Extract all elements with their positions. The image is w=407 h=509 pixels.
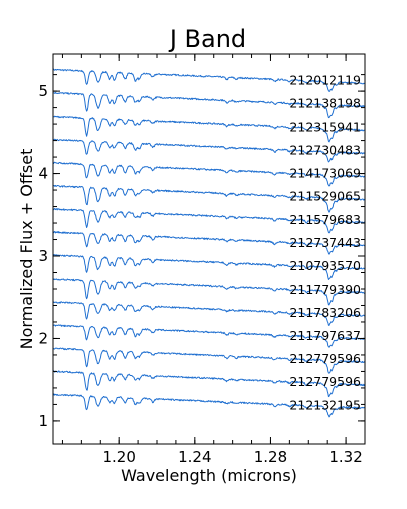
- y-tick-label: 2: [38, 329, 48, 347]
- series-label: 211783206: [289, 305, 361, 320]
- series-label: 212132195: [289, 397, 361, 412]
- x-axis-title: Wavelength (microns): [121, 466, 297, 485]
- series-label: 211529065: [289, 189, 361, 204]
- series-label: 210793570: [289, 258, 361, 273]
- chart-title: J Band: [168, 25, 246, 53]
- spectrum-line: [52, 393, 366, 418]
- tick-layer: 1.20 1.24 1.28 1.32 1 2 3 4 5: [38, 54, 366, 466]
- series-label: 212012119: [289, 72, 361, 87]
- y-tick-label: 1: [38, 412, 48, 430]
- x-tick-label: 1.32: [329, 448, 362, 466]
- spectrum-line: [52, 68, 366, 92]
- series-label: 214173069: [289, 166, 361, 181]
- series-label: 212779596: [289, 374, 361, 389]
- spectrum-line: [52, 138, 366, 163]
- spectrum-line: [52, 231, 366, 255]
- series-label: 212138198: [289, 96, 361, 111]
- x-tick-label: 1.28: [254, 448, 287, 466]
- y-axis-title: Normalized Flux + Offset: [17, 149, 36, 350]
- series-label: 211579683: [289, 212, 361, 227]
- spectrum-line: [52, 161, 366, 187]
- series-label: 211779390: [289, 282, 361, 297]
- spectrum-line: [52, 184, 366, 213]
- spectrum-line: [52, 347, 365, 374]
- y-tick-label: 5: [38, 82, 48, 100]
- y-tick-label: 4: [38, 165, 48, 183]
- series-label-layer: 212012119 212138198 212315941 212730483 2141…: [289, 72, 361, 412]
- series-label: 212779596: [289, 351, 361, 366]
- series-label: 212737443: [289, 235, 361, 250]
- x-tick-label: 1.24: [178, 448, 211, 466]
- spectrum-line: [52, 254, 366, 280]
- x-tick-label: 1.20: [102, 448, 135, 466]
- spectrum-line: [52, 278, 366, 306]
- series-layer: [52, 68, 366, 418]
- series-label: 212730483: [289, 143, 361, 158]
- spectrum-line: [52, 91, 366, 119]
- spectrum-line: [52, 115, 366, 143]
- spectrum-line: [52, 324, 365, 348]
- series-label: 212315941: [289, 119, 361, 134]
- spectrum-line: [52, 208, 365, 234]
- spectrum-line: [52, 370, 366, 398]
- plot-frame: [52, 53, 366, 445]
- spectrum-line: [52, 301, 366, 326]
- series-label: 211797637: [289, 328, 361, 343]
- y-tick-label: 3: [38, 247, 48, 265]
